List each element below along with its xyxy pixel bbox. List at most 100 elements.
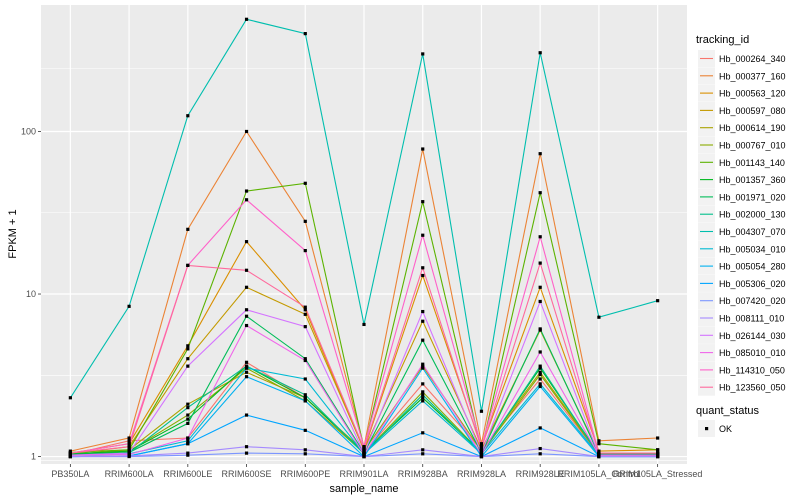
point-Hb_000767_010-RRIM600LE xyxy=(186,413,190,417)
point-Hb_005054_280-RRIM928BA xyxy=(421,366,425,370)
point-Hb_123560_050-RRIM928LA xyxy=(479,446,484,451)
point-Hb_001971_020-RRIM600SE xyxy=(244,314,249,318)
y-tick-label-1: 10 xyxy=(26,289,36,299)
point-Hb_114310_050-RRIM928LA xyxy=(479,445,484,449)
point-Hb_002000_130-RRIM600PE xyxy=(303,393,307,397)
point-Hb_123560_050-RRIM105LA_Stressed xyxy=(656,451,660,455)
point-Hb_001143_140-RRIM600LE xyxy=(186,347,190,351)
point-Hb_026144_030-RRIM600LE xyxy=(186,364,190,368)
point-Hb_000767_010-RRIM928BA xyxy=(421,390,425,394)
legend-label-Hb_114310_050: Hb_114310_050 xyxy=(719,365,785,375)
point-Hb_007420_020-RRIM600SE xyxy=(244,451,249,455)
point-Hb_005034_010-RRIM600LE xyxy=(186,439,190,443)
y-tick-label-2: 100 xyxy=(21,126,36,136)
point-Hb_123560_050-RRIM600LE xyxy=(186,263,190,267)
point-Hb_085010_010-RRIM901LA xyxy=(362,452,366,457)
point-Hb_004307_070-RRIM928LA xyxy=(479,409,484,413)
point-Hb_005306_020-RRIM928BA xyxy=(421,431,425,435)
point-Hb_114310_050-RRIM600SE xyxy=(244,198,249,202)
point-Hb_000614_190-RRIM600LE xyxy=(186,402,190,406)
point-Hb_123560_050-RRIM901LA xyxy=(362,446,366,451)
point-Hb_004307_070-PB350LA xyxy=(68,396,72,400)
point-Hb_000767_010-RRIM928LE xyxy=(538,372,542,377)
point-Hb_000264_340-RRIM600SE xyxy=(244,360,249,364)
legend-label-Hb_008111_010: Hb_008111_010 xyxy=(719,314,784,324)
legend-label-Hb_000767_010: Hb_000767_010 xyxy=(719,141,786,151)
point-Hb_001143_140-RRIM600PE xyxy=(303,181,307,185)
point-Hb_000377_160-RRIM600LE xyxy=(186,227,190,231)
point-Hb_004307_070-RRIM928BA xyxy=(421,52,425,56)
point-Hb_123560_050-RRIM600SE xyxy=(244,268,249,272)
y-tick-label-0: 1 xyxy=(31,452,36,462)
series-points xyxy=(68,17,660,459)
point-Hb_123560_050-RRIM105LA_Control xyxy=(597,451,601,455)
point-Hb_085010_010-RRIM928LE xyxy=(538,350,542,354)
legend-label-Hb_000614_190: Hb_000614_190 xyxy=(719,123,786,133)
point-Hb_000264_340-RRIM928BA xyxy=(421,382,425,386)
legend-label-Hb_005054_280: Hb_005054_280 xyxy=(719,262,786,272)
legend-label-Hb_026144_030: Hb_026144_030 xyxy=(719,331,786,341)
point-Hb_001971_020-RRIM600PE xyxy=(303,357,307,361)
point-Hb_000563_120-RRIM928BA xyxy=(421,273,425,278)
point-Hb_005034_010-RRIM600PE xyxy=(303,377,307,381)
point-Hb_005306_020-RRIM600LE xyxy=(186,442,190,446)
legend-label-Hb_001971_020: Hb_001971_020 xyxy=(719,192,786,202)
point-Hb_085010_010-RRIM600LA xyxy=(127,452,131,457)
point-Hb_005034_010-RRIM928LE xyxy=(538,382,542,386)
point-Hb_114310_050-RRIM901LA xyxy=(362,445,366,449)
x-axis: PB350LA RRIM600LA RRIM600LE RRIM600SE RRIM60… xyxy=(51,464,702,479)
point-Hb_008111_010-RRIM901LA xyxy=(362,454,366,459)
point-Hb_123560_050-RRIM928LE xyxy=(538,261,542,265)
point-Hb_000264_340-RRIM600LA xyxy=(127,439,131,443)
x-tick-label-7: RRIM928LA xyxy=(457,469,506,479)
point-Hb_001357_360-RRIM928LE xyxy=(538,366,542,370)
point-Hb_000377_160-RRIM600PE xyxy=(303,219,307,223)
legend-label-Hb_005034_010: Hb_005034_010 xyxy=(719,244,786,254)
point-Hb_000614_190-RRIM928BA xyxy=(421,364,425,368)
point-Hb_000563_120-RRIM600SE xyxy=(244,240,249,244)
point-Hb_000614_190-RRIM600SE xyxy=(244,370,249,374)
legend-label-Hb_001143_140: Hb_001143_140 xyxy=(719,158,785,168)
point-Hb_008111_010-RRIM928LE xyxy=(538,446,542,451)
point-Hb_001971_020-RRIM928BA xyxy=(421,338,425,342)
point-Hb_001971_020-RRIM928LE xyxy=(538,327,542,331)
point-Hb_114310_050-RRIM928BA xyxy=(421,233,425,237)
point-Hb_085010_010-RRIM600LE xyxy=(186,436,190,440)
point-Hb_000597_080-RRIM600SE xyxy=(244,285,249,289)
point-legend-title: quant_status xyxy=(696,405,759,417)
point-Hb_002000_130-RRIM928LE xyxy=(538,364,542,368)
point-Hb_005054_280-RRIM600SE xyxy=(244,375,249,379)
point-Hb_000563_120-RRIM600PE xyxy=(303,308,307,312)
point-Hb_000377_160-RRIM928LA xyxy=(479,442,484,446)
point-Hb_002000_130-RRIM600SE xyxy=(244,364,249,368)
x-axis-title: sample_name xyxy=(329,483,398,495)
x-tick-label-6: RRIM928BA xyxy=(398,469,448,479)
point-Hb_008111_010-RRIM600PE xyxy=(303,448,307,452)
point-Hb_004307_070-RRIM600PE xyxy=(303,32,307,36)
point-legend-label-OK: OK xyxy=(719,424,732,434)
point-Hb_001143_140-RRIM600SE xyxy=(244,189,249,193)
point-Hb_005054_280-RRIM928LE xyxy=(538,384,542,389)
point-Hb_085010_010-PB350LA xyxy=(68,453,72,457)
point-Hb_085010_010-RRIM105LA_Control xyxy=(597,453,601,457)
x-tick-label-2: RRIM600LE xyxy=(163,469,212,479)
x-tick-label-1: RRIM600LA xyxy=(105,469,154,479)
point-Hb_085010_010-RRIM928BA xyxy=(421,362,425,366)
point-Hb_085010_010-RRIM928LA xyxy=(479,452,484,457)
y-axis-title: FPKM + 1 xyxy=(7,209,19,258)
point-Hb_004307_070-RRIM105LA_Stressed xyxy=(656,299,660,303)
point-Hb_123560_050-RRIM928BA xyxy=(421,266,425,270)
point-Hb_000377_160-RRIM928LE xyxy=(538,152,542,156)
point-Hb_000377_160-RRIM600LA xyxy=(127,436,131,440)
legend-label-Hb_005306_020: Hb_005306_020 xyxy=(719,279,786,289)
point-Hb_007420_020-RRIM928BA xyxy=(421,452,425,456)
x-tick-label-0: PB350LA xyxy=(51,469,89,479)
point-Hb_005054_280-RRIM600PE xyxy=(303,399,307,403)
legend-title: tracking_id xyxy=(696,34,749,46)
point-Hb_114310_050-RRIM600LA xyxy=(127,442,131,446)
point-Hb_005034_010-RRIM600SE xyxy=(244,366,249,370)
point-Hb_004307_070-RRIM105LA_Control xyxy=(597,315,601,319)
point-Hb_004307_070-RRIM901LA xyxy=(362,322,366,327)
point-Hb_000377_160-RRIM928BA xyxy=(421,147,425,151)
